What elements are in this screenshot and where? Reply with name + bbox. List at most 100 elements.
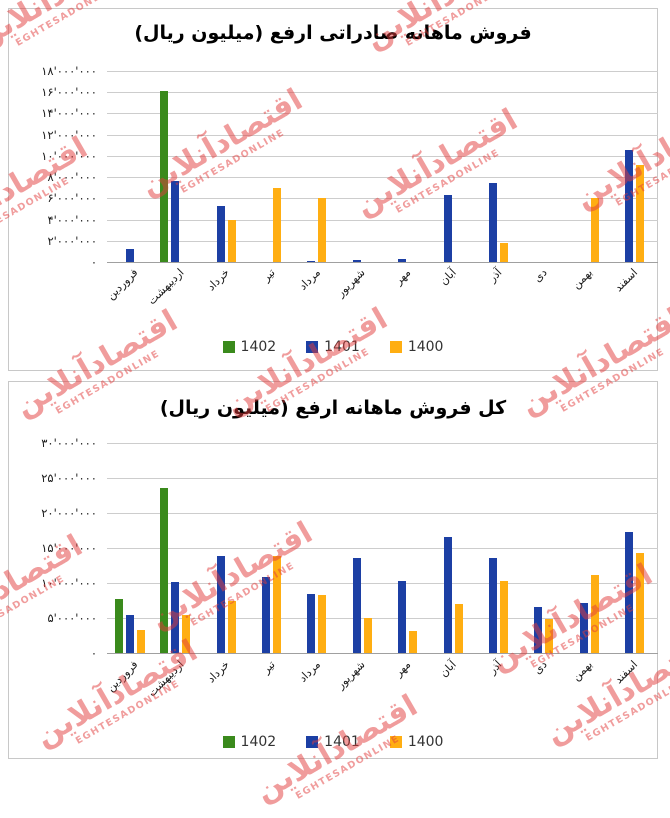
- legend-item-1401: 1401: [306, 339, 360, 355]
- export-chart-legend: 1402 1401 1400: [9, 339, 657, 355]
- x-axis-label: اردیبهشت: [145, 266, 187, 308]
- legend-label: 1400: [407, 339, 444, 355]
- export-chart-title: فروش ماهانه صادراتی ارفع (میلیون ریال): [134, 22, 532, 44]
- gridline: [107, 134, 658, 136]
- x-axis-label: فروردین: [104, 266, 141, 303]
- total-chart-plot-area: ۳۰'۰۰۰'۰۰۰ ۲۵'۰۰۰'۰۰۰ ۲۰'۰۰۰'۰۰۰ ۱۵'۰۰۰'۰۰۰…: [9, 382, 658, 758]
- legend-label: 1402: [240, 734, 277, 750]
- bar-1400: [500, 243, 509, 262]
- bar-1400: [500, 581, 509, 653]
- y-axis-label: ۵'۰۰۰'۰۰۰: [47, 611, 97, 625]
- legend-label: 1401: [324, 734, 360, 750]
- bar-1401: [443, 195, 452, 262]
- gridline: [107, 219, 658, 221]
- x-axis-label: آبان: [437, 658, 459, 680]
- gridline: [107, 155, 658, 157]
- y-axis-label: ۰: [90, 255, 97, 269]
- bar-1400: [454, 604, 463, 653]
- bar-1401: [125, 615, 134, 653]
- legend-item-1402: 1402: [222, 339, 276, 355]
- x-axis-label: شهریور: [334, 658, 368, 692]
- bar-1400: [636, 553, 645, 653]
- bar-1401: [489, 558, 498, 653]
- y-axis-label: ۱۶'۰۰۰'۰۰۰: [41, 85, 97, 100]
- x-axis-label: دی: [530, 266, 550, 285]
- legend-item-1402: 1402: [222, 734, 277, 750]
- legend-swatch-1402: [222, 341, 235, 353]
- x-axis-label: خرداد: [204, 266, 232, 294]
- legend-label: 1401: [324, 339, 360, 355]
- legend-item-1400: 1400: [389, 734, 444, 750]
- bar-1400: [409, 631, 418, 653]
- x-axis-label: آبان: [437, 266, 459, 288]
- gridline: [107, 92, 658, 94]
- bar-1401: [398, 259, 407, 262]
- bar-1400: [227, 220, 236, 262]
- x-axis-label: مهر: [392, 658, 414, 680]
- total-chart-legend: 1402 1401 1400: [9, 734, 657, 750]
- y-axis-label: ۱۰'۰۰۰'۰۰۰: [41, 148, 97, 163]
- y-axis-label: ۱۸'۰۰۰'۰۰۰: [41, 64, 97, 78]
- x-axis-label: مهر: [392, 266, 414, 288]
- bar-1402: [160, 91, 169, 262]
- y-axis-label: ۴'۰۰۰'۰۰۰: [47, 212, 97, 227]
- gridline: [107, 71, 658, 72]
- bar-1401: [625, 532, 634, 653]
- bar-1400: [227, 601, 236, 653]
- bar-1401: [216, 556, 225, 653]
- y-axis-label: ۲۵'۰۰۰'۰۰۰: [41, 471, 97, 485]
- gridline: [107, 177, 658, 179]
- bar-1400: [363, 618, 372, 653]
- x-axis-label: خرداد: [204, 658, 232, 686]
- y-axis-label: ۱۰'۰۰۰'۰۰۰: [41, 576, 97, 590]
- x-axis-label: اسفند: [612, 266, 641, 295]
- bar-1401: [216, 206, 225, 262]
- legend-swatch-1402: [222, 736, 235, 748]
- y-axis-label: ۸'۰۰۰'۰۰۰: [47, 170, 97, 185]
- x-axis-line: [107, 653, 658, 654]
- bar-1400: [636, 165, 645, 262]
- y-axis-label: ۳۰'۰۰۰'۰۰۰: [41, 436, 97, 450]
- bar-1401: [579, 603, 588, 653]
- gridline: [107, 618, 658, 619]
- bar-1400: [318, 595, 327, 653]
- bar-1400: [590, 575, 599, 653]
- x-axis-label: بهمن: [569, 658, 596, 684]
- bar-1401: [489, 183, 498, 262]
- gridline: [107, 240, 658, 242]
- bar-1400: [272, 188, 281, 262]
- gridline: [107, 443, 658, 444]
- bar-1401: [352, 260, 361, 262]
- legend-swatch-1401: [306, 341, 319, 353]
- bar-1401: [261, 577, 270, 653]
- x-axis-label: بهمن: [569, 266, 596, 292]
- bar-1401: [307, 594, 316, 653]
- bar-1400: [545, 619, 554, 653]
- export-chart-plot-area: ۱۸'۰۰۰'۰۰۰ ۱۶'۰۰۰'۰۰۰ ۱۴'۰۰۰'۰۰۰ ۱۲'۰۰۰'۰۰۰…: [9, 9, 658, 370]
- x-axis-label: مرداد: [295, 266, 323, 293]
- x-axis-label: فروردین: [104, 658, 141, 695]
- bar-1400: [136, 630, 145, 653]
- x-axis-label: دی: [530, 658, 550, 677]
- x-axis-line: [107, 262, 658, 263]
- bar-1401: [352, 558, 361, 653]
- legend-label: 1400: [407, 734, 444, 750]
- x-axis-label: تیر: [259, 266, 278, 284]
- bar-1400: [590, 198, 599, 262]
- x-axis-label: اسفند: [612, 658, 641, 687]
- legend-item-1401: 1401: [306, 734, 360, 750]
- bar-1401: [625, 150, 634, 262]
- bar-1400: [318, 198, 327, 262]
- bar-1401: [171, 582, 180, 653]
- x-axis-label: تیر: [259, 658, 278, 676]
- bar-1401: [171, 181, 180, 262]
- bar-1401: [443, 537, 452, 653]
- legend-swatch-1401: [306, 736, 319, 748]
- legend-item-1400: 1400: [389, 339, 444, 355]
- bar-1400: [182, 615, 191, 653]
- gridline: [107, 478, 658, 479]
- x-axis-label: آذر: [485, 266, 505, 285]
- legend-swatch-1400: [389, 341, 402, 353]
- bar-1402: [114, 599, 123, 653]
